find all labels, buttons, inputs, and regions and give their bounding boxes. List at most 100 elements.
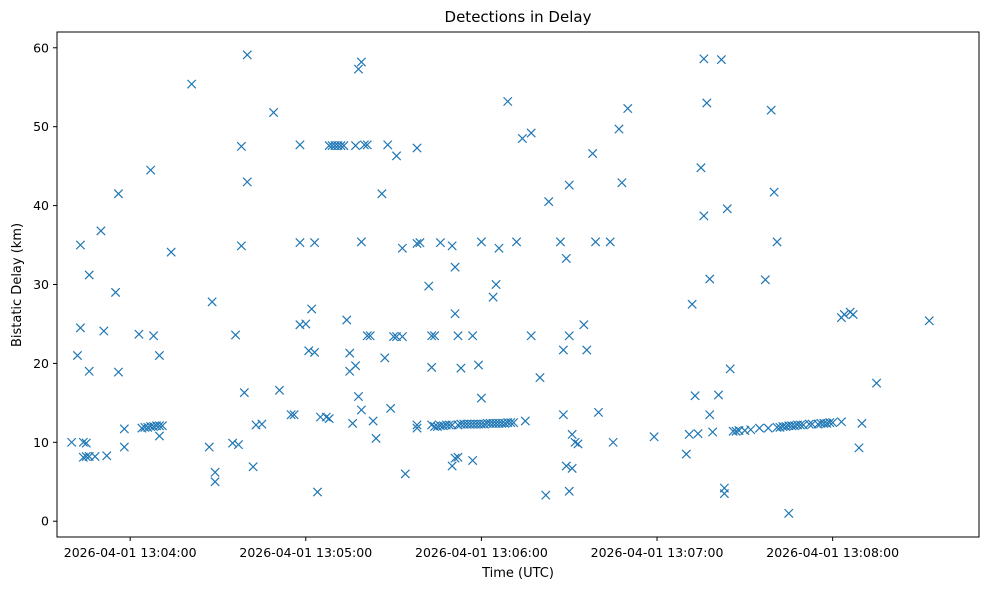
data-point-marker [113, 367, 124, 377]
data-point-marker [113, 189, 124, 199]
data-point-marker [99, 326, 109, 336]
data-point-marker [456, 363, 466, 373]
data-point-marker [412, 420, 422, 430]
data-point-marker [321, 412, 331, 422]
data-point-marker [719, 483, 729, 493]
data-point-marker [84, 270, 94, 280]
data-point-marker [391, 151, 402, 161]
data-point-marker [766, 105, 776, 115]
data-point-marker [353, 391, 364, 402]
data-point-marker [274, 385, 285, 395]
data-point-marker [857, 418, 867, 428]
data-point-marker [204, 442, 214, 452]
data-point-marker [450, 453, 460, 463]
data-point-marker [295, 140, 305, 150]
data-point-marker [230, 330, 241, 340]
data-point-marker [415, 238, 425, 248]
chart-title: Detections in Delay [445, 8, 592, 26]
data-point-marker [713, 390, 724, 400]
data-point-marker [90, 451, 100, 462]
data-point-marker [429, 331, 440, 341]
data-point-marker [468, 455, 478, 466]
data-point-marker [362, 331, 372, 341]
data-point-marker [541, 490, 551, 500]
data-point-marker [368, 416, 378, 426]
data-point-marker [476, 237, 487, 247]
x-tick-label: 2026-04-01 13:07:00 [591, 545, 724, 560]
data-point-marker [535, 372, 545, 383]
data-point-marker [836, 417, 847, 427]
data-point-marker [356, 237, 367, 247]
data-point-marker [304, 346, 314, 356]
data-point-marker [336, 141, 346, 151]
data-point-marker [590, 237, 601, 247]
data-point-marker [75, 323, 86, 333]
x-tick-label: 2026-04-01 13:06:00 [415, 545, 548, 560]
data-point-marker [427, 420, 437, 430]
data-point-marker [468, 331, 478, 341]
data-point-marker [102, 451, 112, 461]
data-point-marker [365, 331, 375, 341]
x-tick-label: 2026-04-01 13:05:00 [239, 545, 372, 560]
data-point-marker [924, 316, 934, 326]
data-point-marker [608, 437, 618, 447]
data-point-marker [696, 163, 706, 173]
data-point-marker [511, 237, 522, 247]
data-point-marker [312, 487, 323, 497]
data-point-marker [593, 407, 604, 417]
y-tick-label: 0 [41, 514, 49, 529]
data-point-marker [242, 177, 252, 187]
data-point-marker [784, 508, 794, 518]
data-point-marker [309, 238, 320, 248]
data-point-marker [702, 98, 712, 108]
data-point-marker [359, 140, 369, 150]
data-point-marker [427, 362, 437, 372]
data-point-marker [754, 423, 765, 433]
data-point-marker [96, 226, 106, 236]
data-point-marker [567, 429, 577, 440]
data-point-marker [588, 148, 598, 159]
data-point-marker [617, 178, 627, 188]
x-axis-label: Time (UTC) [481, 566, 554, 581]
data-point-marker [207, 297, 217, 307]
data-point-marker [705, 410, 715, 420]
data-point-marker [257, 419, 267, 429]
data-point-marker [134, 329, 144, 339]
data-point-marker [491, 279, 501, 290]
data-point-marker [412, 143, 422, 153]
data-point-marker [488, 292, 498, 302]
data-point-marker [371, 433, 381, 443]
data-markers [67, 50, 934, 518]
data-point-marker [520, 416, 530, 426]
data-point-marker [427, 331, 437, 341]
data-point-marker [684, 429, 694, 440]
data-point-marker [356, 57, 367, 67]
data-point-marker [699, 211, 709, 221]
data-point-marker [763, 423, 773, 433]
data-point-marker [350, 361, 361, 371]
data-point-marker [81, 451, 91, 462]
data-point-marker [746, 425, 756, 435]
data-point-marker [377, 189, 387, 199]
data-point-marker [699, 54, 709, 64]
data-point-marker [473, 360, 484, 370]
data-point-marker [397, 331, 408, 342]
data-point-marker [722, 204, 732, 214]
data-point-marker [110, 287, 121, 298]
data-point-marker [570, 437, 580, 447]
data-point-marker [435, 238, 446, 248]
data-point-marker [582, 345, 592, 355]
data-point-marker [605, 237, 615, 247]
data-point-marker [828, 417, 838, 428]
data-point-marker [690, 391, 700, 401]
data-point-marker [839, 309, 849, 320]
plot-area-frame [56, 31, 980, 538]
data-point-marker [412, 238, 422, 249]
data-point-marker [157, 421, 167, 431]
data-point-marker [348, 418, 358, 428]
data-point-marker [350, 141, 361, 151]
data-point-marker [227, 438, 238, 448]
data-point-marker [623, 103, 633, 114]
data-point-marker [453, 452, 463, 462]
data-point-marker [693, 429, 703, 439]
